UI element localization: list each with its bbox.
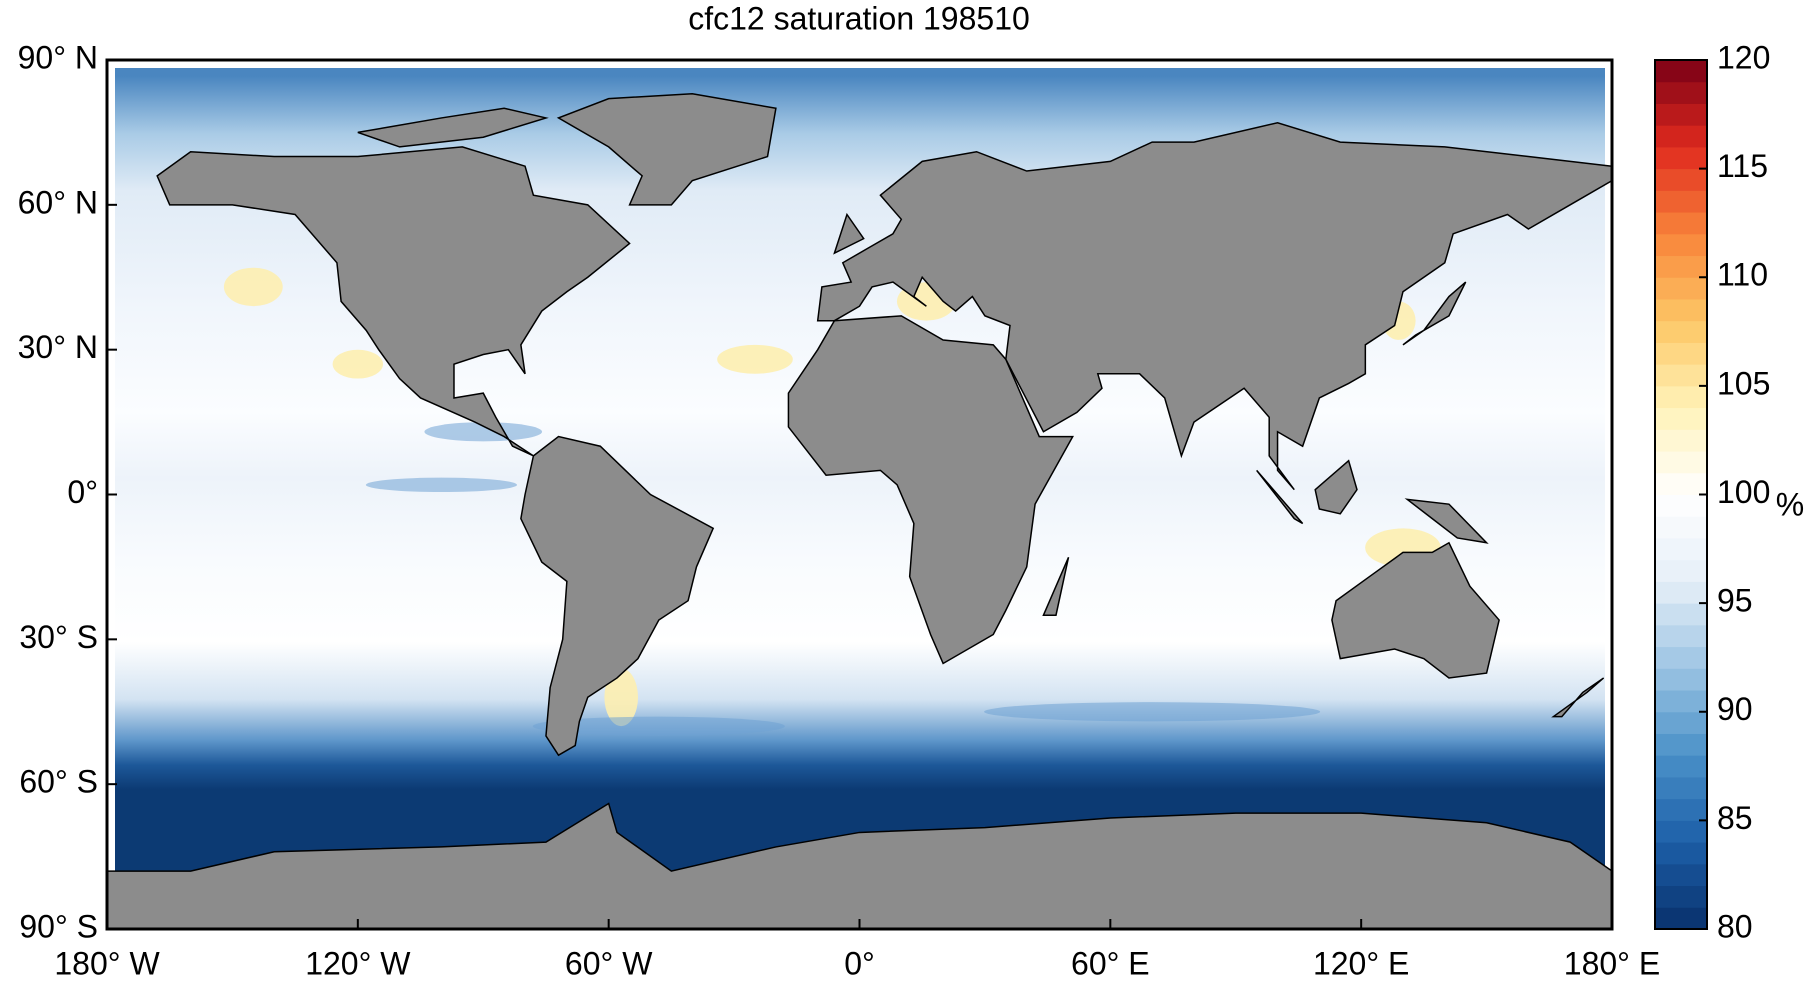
land [816, 121, 1612, 491]
x-tick-label: 120° E [1313, 945, 1409, 981]
x-tick-label: 180° E [1564, 945, 1660, 981]
colorbar-segment [1655, 103, 1707, 126]
warm-patch [223, 267, 283, 307]
warm-patch [604, 668, 639, 727]
colorbar-tick-label: 110 [1717, 257, 1768, 293]
land [357, 107, 549, 148]
land [833, 212, 865, 255]
land [156, 146, 631, 457]
y-tick-label: 30° S [19, 619, 98, 655]
land [1404, 498, 1489, 544]
colorbar-segment [1655, 755, 1707, 778]
y-tick-label: 90° N [18, 39, 98, 75]
colorbar-tick-label: 100 [1717, 474, 1770, 510]
land [556, 93, 777, 206]
colorbar-segment [1655, 472, 1707, 495]
colorbar-segment [1655, 212, 1707, 235]
cool-patch [532, 716, 785, 736]
cool-patch [365, 477, 518, 493]
colorbar-segment [1655, 190, 1707, 213]
colorbar-segment [1655, 320, 1707, 343]
colorbar-tick-label: 120 [1717, 39, 1770, 75]
colorbar-segment [1655, 559, 1707, 582]
colorbar-segment [1655, 81, 1707, 104]
x-tick-label: 60° E [1071, 945, 1150, 981]
colorbar-segment [1655, 537, 1707, 561]
colorbar-segment [1655, 624, 1707, 648]
colorbar-segment [1655, 646, 1707, 669]
y-tick-label: 60° S [19, 764, 98, 800]
map-area [107, 68, 1612, 929]
colorbar-segment [1655, 168, 1707, 191]
cool-patch [984, 702, 1321, 722]
warm-patch [717, 344, 793, 374]
land [1551, 677, 1605, 718]
x-tick-label: 0° [844, 945, 875, 981]
colorbar-segment [1655, 885, 1707, 908]
land [1256, 469, 1304, 525]
colorbar-segment [1655, 842, 1707, 865]
colorbar-segment [1655, 60, 1707, 83]
y-tick-label: 0° [67, 474, 98, 510]
y-tick-label: 90° S [19, 908, 98, 944]
colorbar-segment [1655, 255, 1707, 278]
warm-patch [332, 349, 384, 379]
land [1402, 281, 1467, 346]
y-tick-label: 30° N [18, 329, 98, 365]
colorbar-segment [1655, 581, 1707, 604]
colorbar-segment [1655, 690, 1707, 713]
land [1042, 556, 1070, 616]
map-title: cfc12 saturation 198510 [688, 0, 1030, 36]
colorbar-segment [1655, 146, 1707, 170]
colorbar-segment [1655, 733, 1707, 756]
cool-patch [424, 422, 543, 442]
land [520, 435, 715, 757]
colorbar-segment [1655, 298, 1707, 322]
colorbar-tick-label: 115 [1717, 148, 1768, 184]
colorbar-segment [1655, 603, 1707, 626]
colorbar-segment [1655, 451, 1707, 474]
land [1331, 541, 1500, 679]
colorbar-tick-label: 105 [1717, 365, 1770, 401]
colorbar-segment [1655, 407, 1707, 430]
colorbar-segment [1655, 125, 1707, 148]
land [1314, 459, 1358, 515]
land [787, 315, 1074, 665]
y-tick-label: 60° N [18, 184, 98, 220]
colorbar-segment [1655, 429, 1707, 452]
colorbar-segment [1655, 711, 1707, 734]
colorbar-segment [1655, 798, 1707, 821]
colorbar-segment [1655, 863, 1707, 887]
colorbar-segment [1655, 364, 1707, 387]
land [107, 802, 1612, 929]
colorbar-segment [1655, 277, 1707, 300]
colorbar-tick-label: 85 [1717, 800, 1753, 836]
colorbar-tick-label: 80 [1717, 908, 1753, 944]
x-tick-label: 120° W [305, 945, 411, 981]
colorbar-segment [1655, 385, 1707, 409]
colorbar-segment [1655, 776, 1707, 800]
colorbar-segment [1655, 516, 1707, 539]
x-tick-label: 180° W [54, 945, 160, 981]
colorbar-unit: % [1776, 486, 1804, 522]
colorbar-segment [1655, 668, 1707, 691]
x-tick-label: 60° W [565, 945, 653, 981]
colorbar-tick-label: 90 [1717, 691, 1753, 727]
colorbar-tick-label: 95 [1717, 583, 1753, 619]
colorbar-segment [1655, 907, 1707, 930]
colorbar: 80 85 90 95 100 105 110 115 120 [1654, 39, 1770, 944]
colorbar-segment [1655, 233, 1707, 257]
colorbar-segment [1655, 494, 1707, 517]
colorbar-segment [1655, 820, 1707, 843]
colorbar-segment [1655, 342, 1707, 365]
